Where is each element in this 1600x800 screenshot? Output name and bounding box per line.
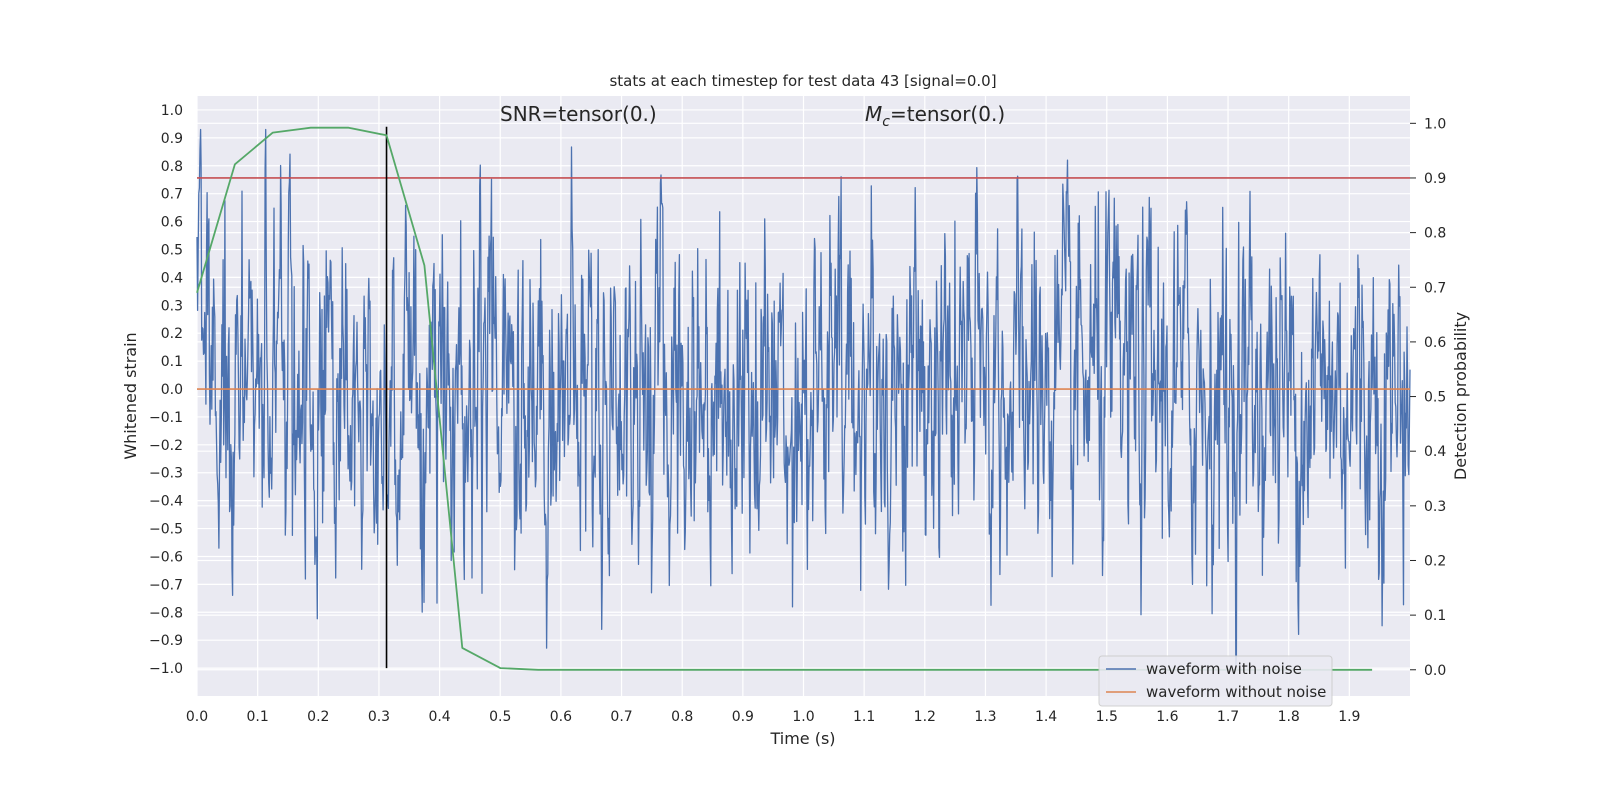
- y2-tick-label: 0.8: [1424, 226, 1446, 242]
- y2-tick-label: 0.4: [1424, 444, 1446, 460]
- chirp-mass-annotation: Mc=tensor(0.): [865, 102, 1005, 130]
- y-tick-label: 0.1: [161, 354, 183, 370]
- x-tick-label: 0.1: [247, 709, 269, 725]
- y-tick-label: 0.9: [161, 131, 183, 147]
- y2-axis-ticks: 1.0 0.9 0.8 0.7 0.6 0.5 0.4 0.3 0.2 0.1 0.0: [1410, 116, 1446, 679]
- x-tick-label: 0.3: [368, 709, 390, 725]
- legend: waveform with noise waveform without noi…: [1098, 655, 1333, 707]
- x-tick-label: 1.3: [974, 709, 996, 725]
- x-tick-label: 0.6: [550, 709, 572, 725]
- y-axis-label: Whitened strain: [121, 332, 140, 459]
- y-tick-label: 0.7: [161, 187, 183, 203]
- y2-tick-label: 0.7: [1424, 280, 1446, 296]
- chirp-mass-value: =tensor(0.): [890, 102, 1005, 126]
- grid-lines: [196, 96, 1410, 696]
- y-tick-label: −0.9: [149, 633, 183, 649]
- y-tick-label: −0.6: [149, 549, 183, 565]
- x-axis-ticks: 0.0 0.1 0.2 0.3 0.4 0.5 0.6 0.7 0.8 0.9 1.0 1.1 1.2 1…: [186, 709, 1361, 725]
- x-tick-label: 0.8: [671, 709, 693, 725]
- y-tick-label: −0.7: [149, 577, 183, 593]
- y-axis-ticks: 1.0 0.9 0.8 0.7 0.6 0.5 0.4 0.3 0.2 0.1 0.0 −0.1 −0.…: [149, 103, 183, 677]
- series-waveform-with-noise: [196, 128, 1411, 669]
- y-tick-label: −0.5: [149, 522, 183, 538]
- y2-tick-label: 1.0: [1424, 116, 1446, 132]
- legend-box: [1098, 655, 1333, 707]
- y-tick-label: 0.0: [161, 382, 183, 398]
- x-tick-label: 0.5: [489, 709, 511, 725]
- y2-tick-label: 0.6: [1424, 335, 1446, 351]
- y2-tick-label: 0.3: [1424, 499, 1446, 515]
- y-tick-label: 0.4: [161, 270, 183, 286]
- x-tick-label: 1.2: [914, 709, 936, 725]
- y-tick-label: −0.8: [149, 605, 183, 621]
- x-tick-label: 1.1: [853, 709, 875, 725]
- y-tick-label: 0.5: [161, 242, 183, 258]
- x-tick-label: 0.0: [186, 709, 208, 725]
- chirp-mass-subscript: c: [882, 114, 890, 130]
- line-waveform-with-noise: [196, 128, 1411, 669]
- x-tick-label: 0.9: [732, 709, 754, 725]
- y-tick-label: 0.3: [161, 298, 183, 314]
- chart-title: stats at each timestep for test data 43 …: [609, 72, 996, 90]
- x-tick-label: 1.5: [1096, 709, 1118, 725]
- x-tick-label: 1.6: [1156, 709, 1178, 725]
- chirp-mass-symbol: M: [865, 102, 882, 126]
- y2-tick-label: 0.1: [1424, 608, 1446, 624]
- x-tick-label: 1.8: [1278, 709, 1300, 725]
- y-tick-label: −0.1: [149, 410, 183, 426]
- y-tick-label: 0.2: [161, 326, 183, 342]
- y-tick-label: −1.0: [149, 661, 183, 677]
- y2-tick-label: 0.5: [1424, 390, 1446, 406]
- y-tick-label: 1.0: [161, 103, 183, 119]
- y2-axis-label: Detection probability: [1451, 312, 1470, 480]
- y2-tick-label: 0.2: [1424, 553, 1446, 569]
- x-tick-label: 1.9: [1338, 709, 1360, 725]
- legend-label-noise: waveform with noise: [1146, 660, 1302, 678]
- y-tick-label: 0.6: [161, 215, 183, 231]
- y2-tick-label: 0.0: [1424, 663, 1446, 679]
- x-tick-label: 1.0: [792, 709, 814, 725]
- y-tick-label: 0.8: [161, 159, 183, 175]
- x-axis-label: Time (s): [769, 729, 835, 748]
- y-tick-label: −0.2: [149, 438, 183, 454]
- x-tick-label: 1.4: [1035, 709, 1057, 725]
- y-tick-label: −0.4: [149, 494, 183, 510]
- snr-annotation: SNR=tensor(0.): [500, 102, 657, 126]
- y2-tick-label: 0.9: [1424, 171, 1446, 187]
- x-tick-label: 0.7: [610, 709, 632, 725]
- x-tick-label: 0.4: [428, 709, 450, 725]
- x-tick-label: 1.7: [1217, 709, 1239, 725]
- x-tick-label: 0.2: [307, 709, 329, 725]
- y-tick-label: −0.3: [149, 466, 183, 482]
- legend-label-clean: waveform without noise: [1146, 683, 1326, 701]
